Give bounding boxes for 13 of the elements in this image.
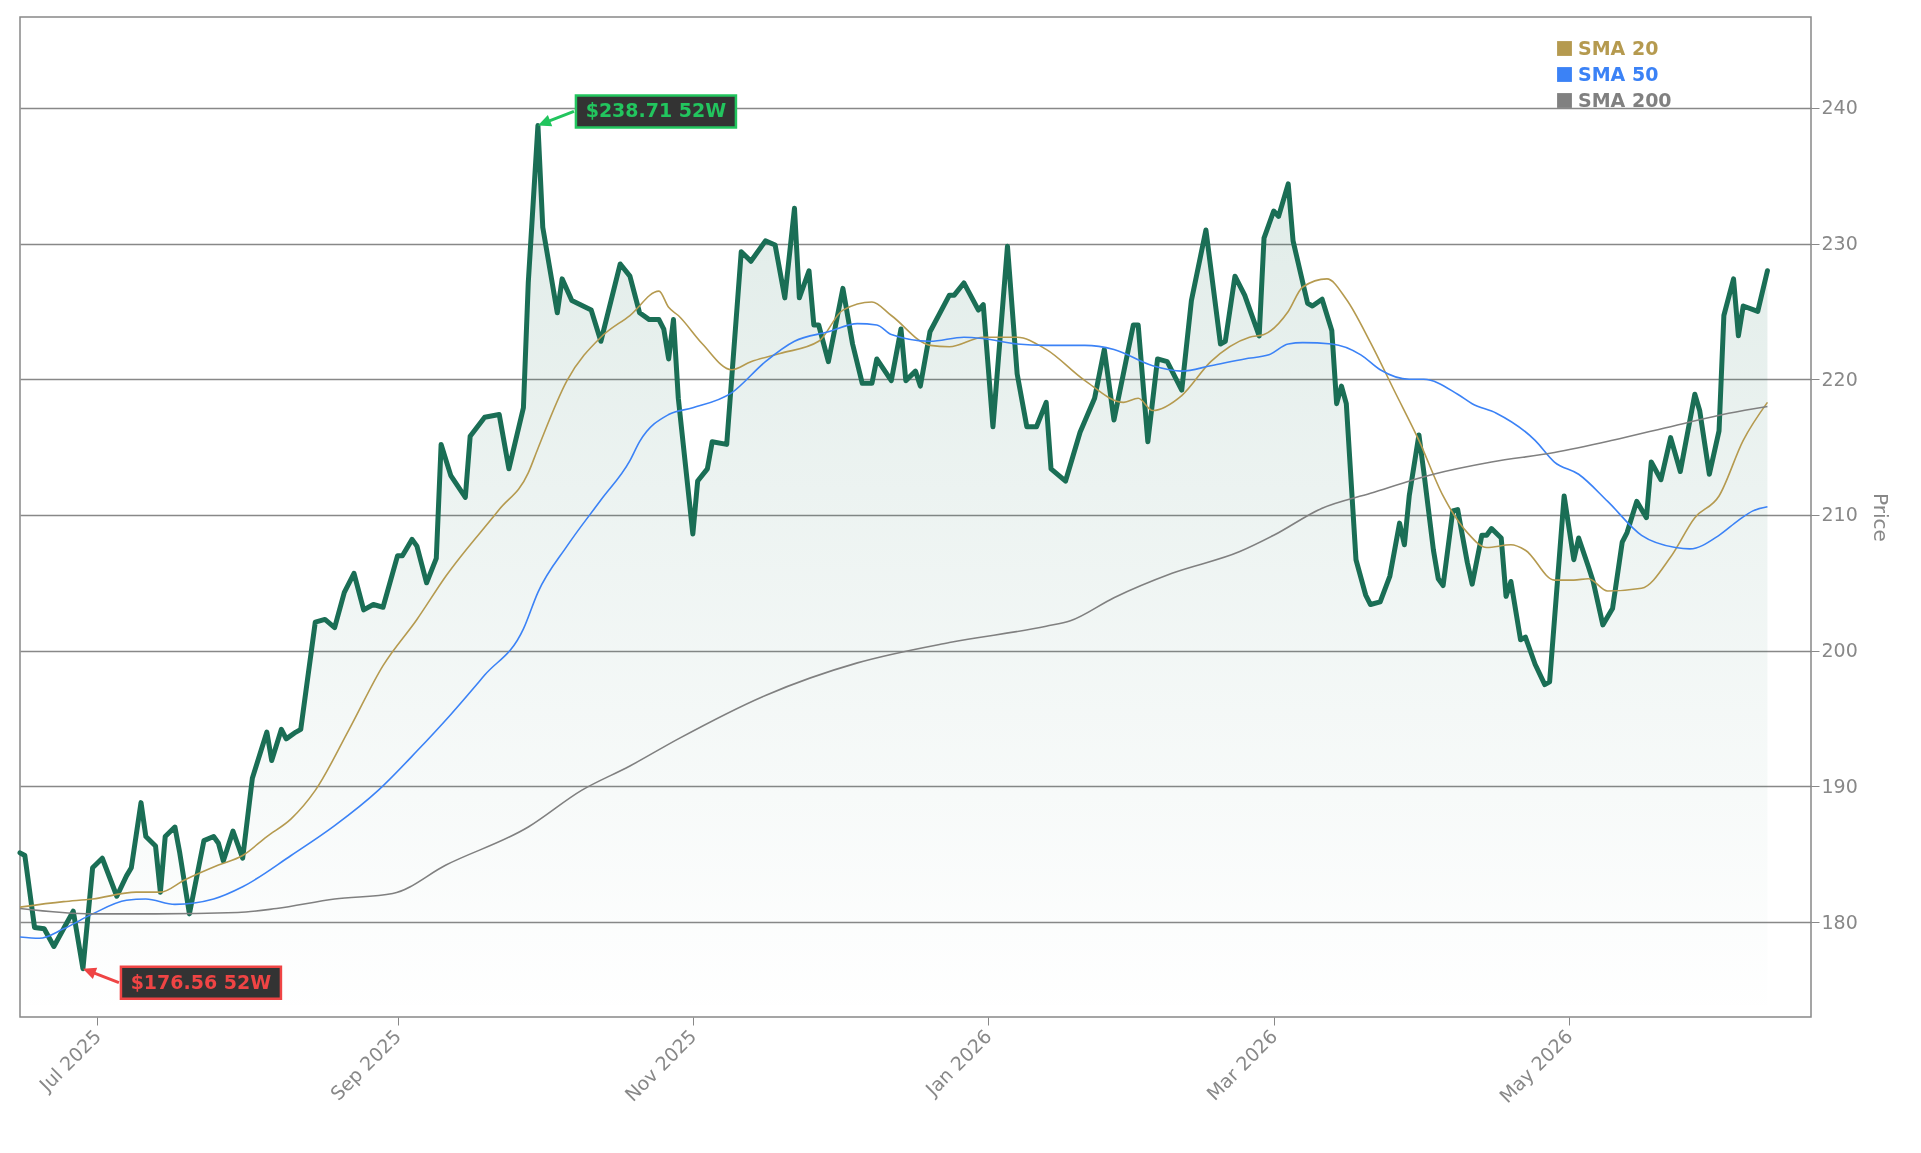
y-tick-label: 230 [1821, 232, 1858, 255]
annotation: $238.71 52W [585, 99, 727, 122]
y-tick-label: 190 [1821, 774, 1858, 797]
y-tick-label: 210 [1821, 503, 1858, 526]
y-tick-label: 220 [1821, 367, 1858, 390]
y-tick-label: 180 [1821, 910, 1858, 933]
legend-label: SMA 200 [1578, 88, 1672, 111]
legend-label: SMA 20 [1578, 36, 1659, 59]
y-axis-title: Price [1868, 493, 1893, 542]
y-tick-label: 240 [1821, 96, 1858, 119]
annotation: $176.56 52W [130, 970, 272, 993]
y-tick-label: 200 [1821, 639, 1858, 662]
legend-label: SMA 50 [1578, 62, 1659, 85]
